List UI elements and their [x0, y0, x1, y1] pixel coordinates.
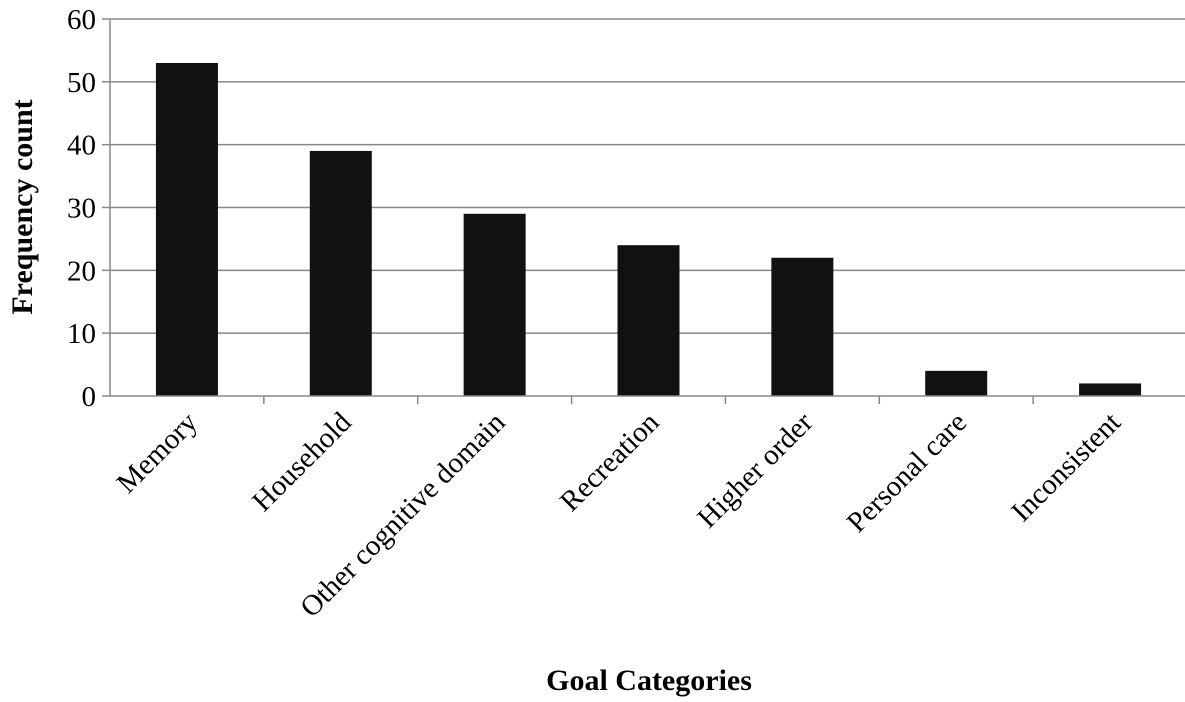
x-tick-label: Inconsistent [1005, 406, 1127, 528]
y-tick-label: 60 [67, 4, 96, 36]
bar-household [309, 150, 372, 396]
bar-recreation [617, 245, 680, 396]
bar-inconsistent [1079, 383, 1142, 396]
axes [102, 18, 1185, 404]
y-axis-title: Frequency count [6, 99, 39, 314]
gridlines [110, 18, 1185, 334]
bar-memory [155, 62, 218, 396]
x-axis-title: Goal Categories [546, 664, 752, 697]
x-tick-label: Memory [111, 406, 205, 500]
y-tick-labels: 0 10 20 30 40 50 60 [67, 4, 96, 413]
bars [155, 62, 1142, 396]
x-tick-label: Recreation [554, 406, 666, 518]
y-tick-label: 0 [82, 381, 97, 413]
y-tick-label: 10 [67, 318, 96, 350]
x-tick-label: Household [246, 406, 358, 518]
y-tick-label: 20 [67, 255, 96, 287]
x-tick-label: Higher order [691, 406, 819, 534]
bar-other-cognitive-domain [463, 213, 526, 396]
bar-higher-order [771, 257, 834, 396]
y-tick-label: 30 [67, 193, 96, 225]
bar-personal-care [925, 370, 988, 396]
y-tick-label: 40 [67, 130, 96, 162]
x-tick-label: Personal care [841, 406, 974, 539]
y-tick-label: 50 [67, 67, 96, 99]
